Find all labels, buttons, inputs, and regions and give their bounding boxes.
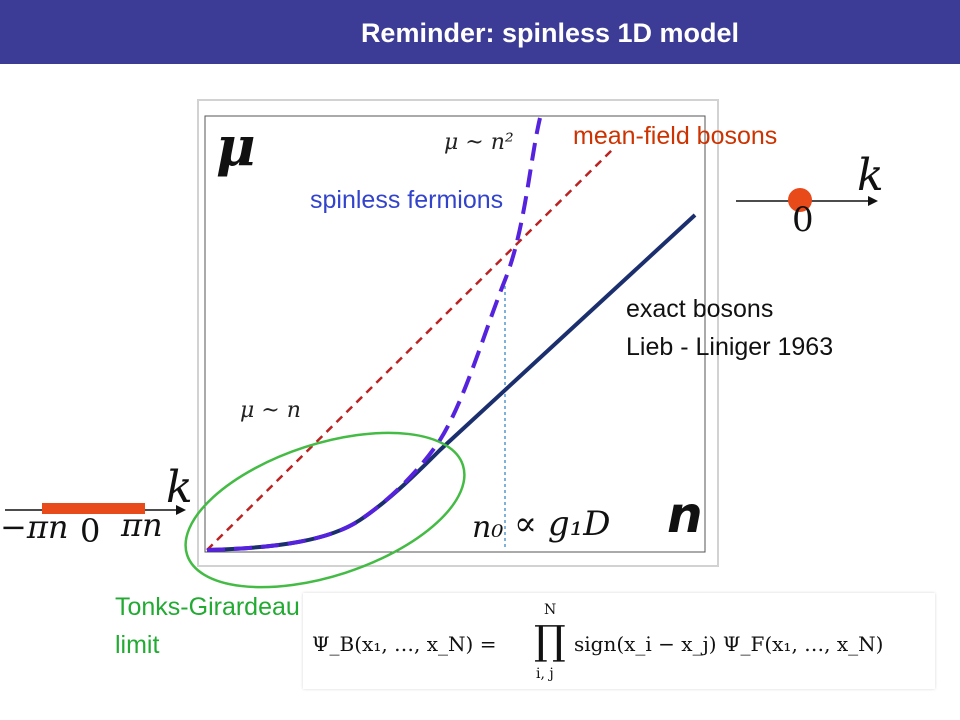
k-axis-right-arrow <box>868 196 878 206</box>
mu-n-squared-label: μ ~ n² <box>444 130 514 155</box>
formula-product-top: N <box>544 602 557 618</box>
formula-lhs: Ψ_B(x₁, …, x_N) = <box>312 632 497 656</box>
k-right-label: k <box>857 150 884 201</box>
tonks-girardeau-ellipse <box>184 431 466 589</box>
fermi-sea-bar <box>42 503 145 514</box>
bose-fermi-mapping-formula: Ψ_B(x₁, …, x_N) = N ∏ i, j sign(x_i − x_… <box>312 602 932 684</box>
propto-g1d-label: ∝ g₁D <box>514 504 611 544</box>
pi-n-label: πn <box>121 506 163 544</box>
plot-inner-frame <box>204 115 706 553</box>
exact-bosons-line1: exact bosons <box>626 295 774 323</box>
y-axis-label-mu: μ <box>216 114 256 178</box>
mean-field-bosons-label: mean-field bosons <box>573 122 778 150</box>
formula-box <box>303 593 935 689</box>
mu-n-label: μ ~ n <box>240 398 301 423</box>
exact-bosons-label: exact bosons Lieb - Liniger 1963 <box>626 290 833 366</box>
formula-rhs: sign(x_i − x_j) Ψ_F(x₁, …, x_N) <box>574 632 884 656</box>
zero-left-label: 0 <box>80 512 101 550</box>
slide-title: Reminder: spinless 1D model <box>360 18 740 48</box>
title-bar <box>0 0 960 64</box>
zero-right-label: 0 <box>792 200 814 240</box>
exact-bosons-line2: Lieb - Liniger 1963 <box>626 333 834 361</box>
x-axis-label-n: n <box>667 486 703 544</box>
condensate-dot <box>788 188 812 212</box>
k-left-label: k <box>166 462 193 513</box>
spinless-fermions-label: spinless fermions <box>310 186 504 214</box>
tonks-girardeau-label: Tonks-Girardeau limit <box>115 588 300 664</box>
k-axis-left-arrow <box>176 505 186 515</box>
n0-label: n₀ <box>472 510 504 545</box>
formula-product-bottom: i, j <box>536 666 554 682</box>
spinless-fermions-curve <box>206 117 542 552</box>
tonks-girardeau-line2: limit <box>115 631 160 659</box>
formula-product-symbol: ∏ <box>534 618 566 664</box>
tonks-girardeau-line1: Tonks-Girardeau <box>115 593 300 621</box>
mean-field-curve <box>206 149 613 551</box>
minus-pi-n-label: −πn <box>0 508 69 546</box>
plot-frame <box>197 99 719 567</box>
